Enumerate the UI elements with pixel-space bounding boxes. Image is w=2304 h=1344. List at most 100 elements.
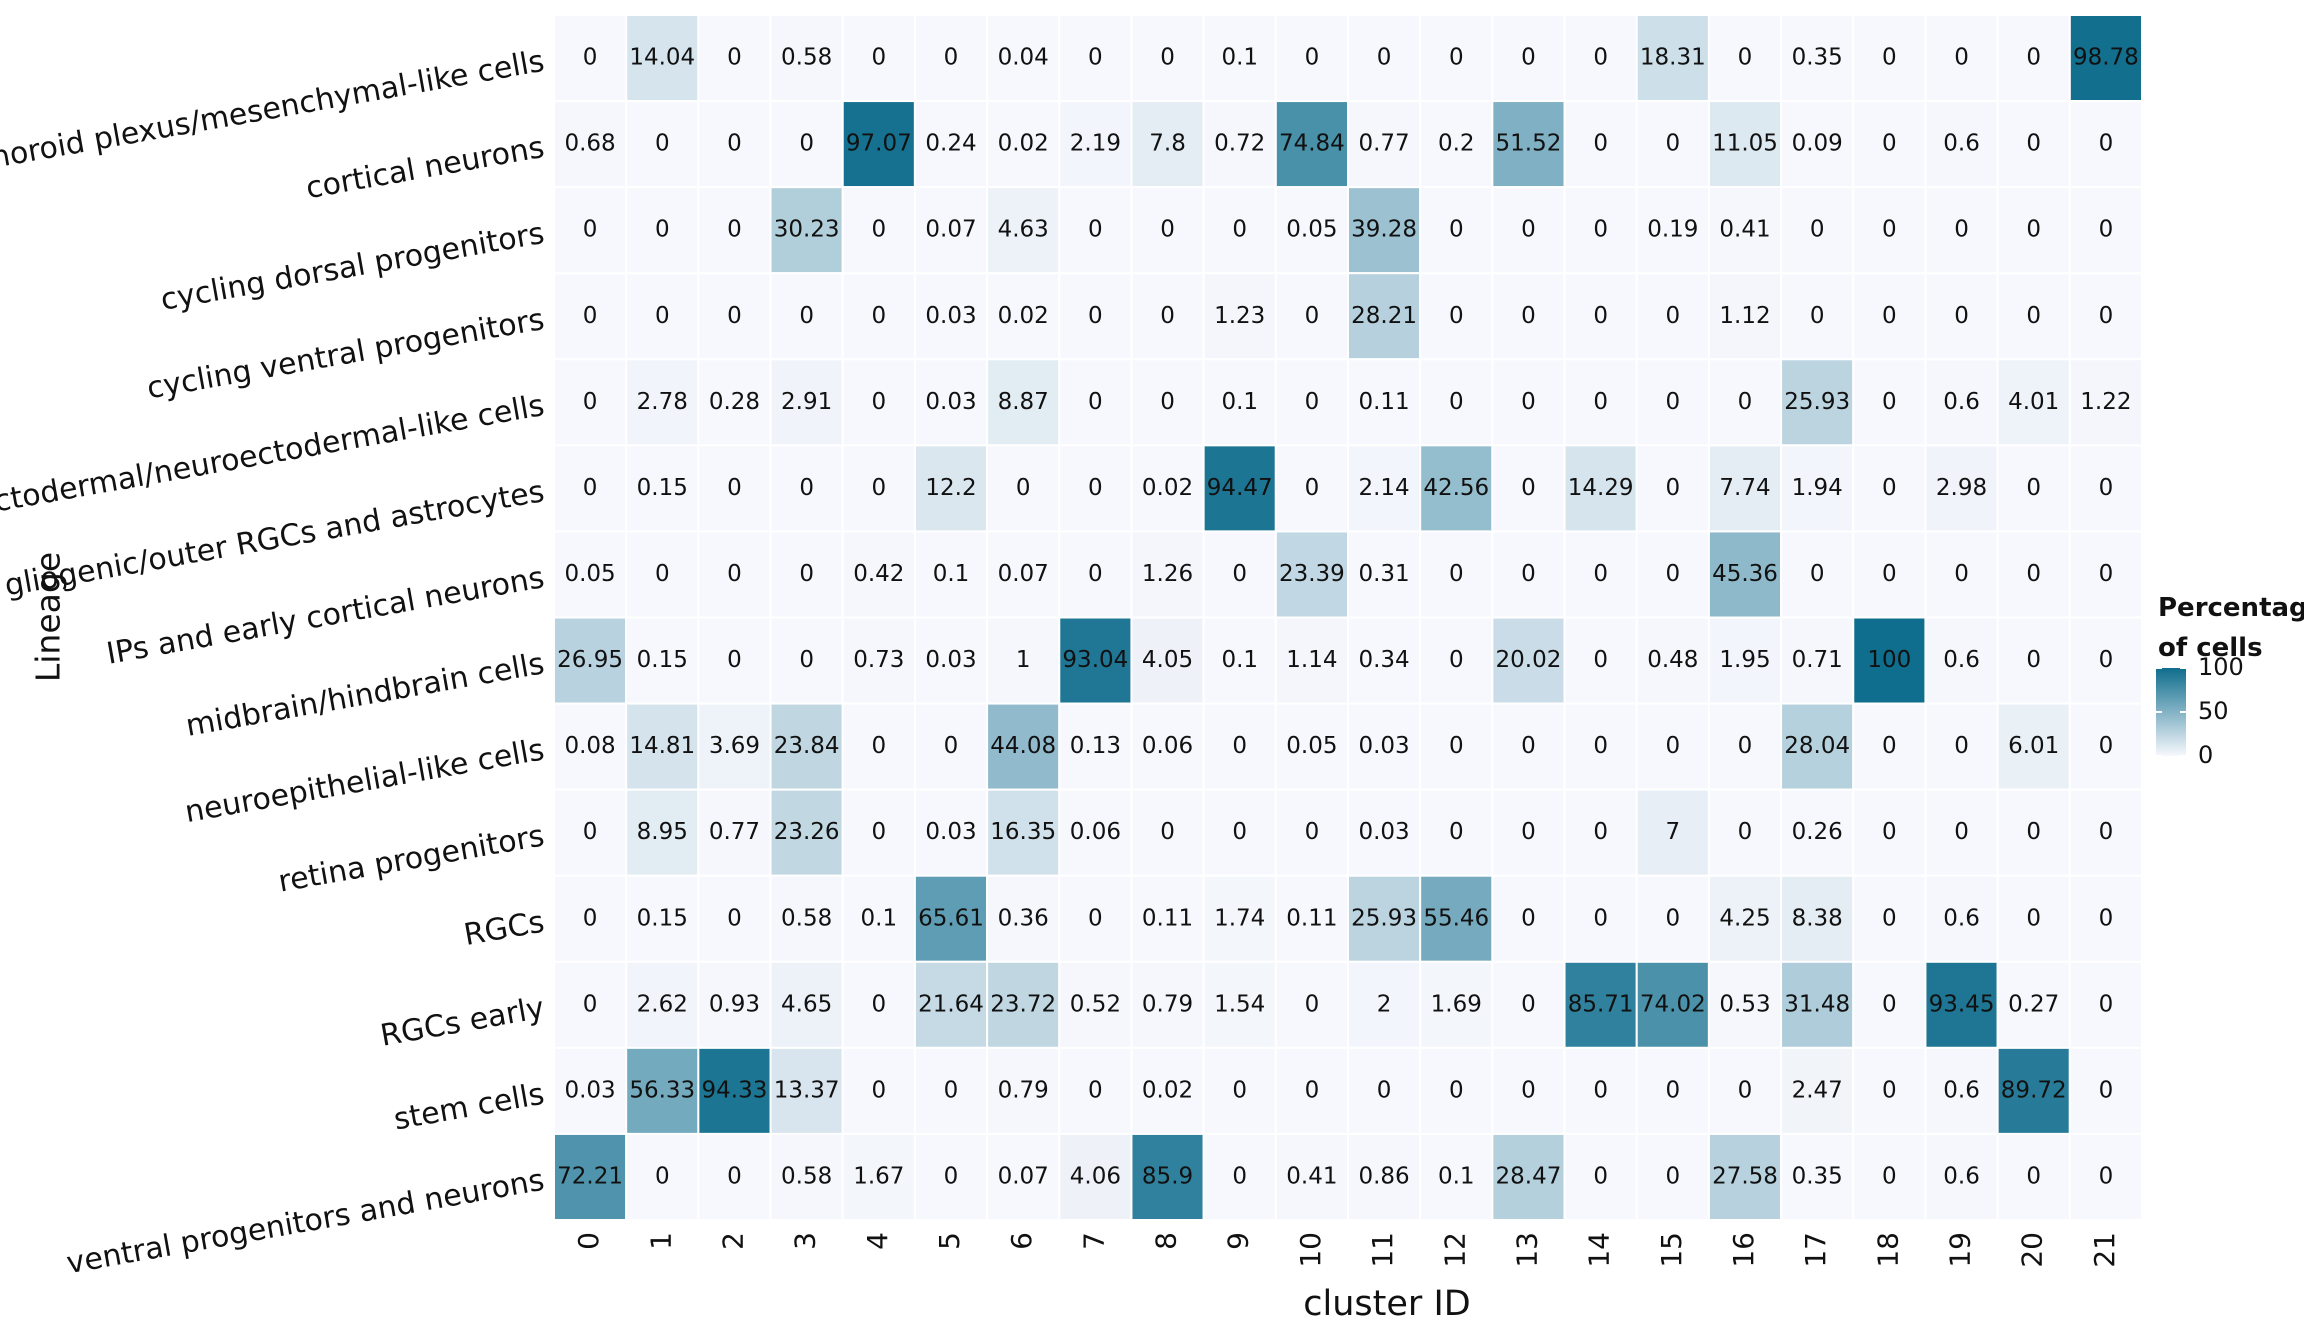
value-label: 0 — [1882, 389, 1897, 415]
heat-cell — [1707, 14, 1783, 103]
value-label: 0.42 — [853, 561, 904, 587]
heat-cell — [1202, 14, 1277, 103]
value-label: 0 — [583, 303, 598, 329]
value-label: 0.1 — [1221, 389, 1258, 415]
heat-cell — [986, 702, 1061, 791]
value-label: 0 — [871, 45, 886, 71]
value-label: 0.1 — [861, 905, 898, 931]
value-label: 0.2 — [1438, 131, 1475, 157]
value-label: 0 — [2026, 475, 2041, 501]
heat-cell — [625, 702, 700, 791]
heat-cell — [2068, 14, 2143, 103]
heat-cell — [1491, 100, 1566, 189]
value-label: 0 — [1810, 561, 1825, 587]
value-label: 0 — [727, 217, 742, 243]
heat-cell — [625, 874, 700, 963]
value-label: 0.58 — [781, 1163, 832, 1189]
value-label: 28.21 — [1351, 303, 1417, 329]
value-label: 0 — [2099, 475, 2114, 501]
heat-cell — [1130, 702, 1205, 791]
value-label: 0 — [1665, 905, 1680, 931]
value-label: 0.1 — [1221, 647, 1258, 673]
value-label: 0 — [2099, 991, 2114, 1017]
value-label: 0.04 — [998, 45, 1049, 71]
heat-cell — [1780, 874, 1855, 963]
value-label: 0 — [1665, 475, 1680, 501]
x-tick-label: 17 — [1799, 1232, 1832, 1268]
y-tick-label: cycling dorsal progenitors — [158, 216, 547, 318]
value-label: 94.33 — [702, 1077, 768, 1103]
value-label: 0.77 — [709, 819, 760, 845]
heat-cell — [1924, 358, 1999, 447]
heat-cell — [1058, 14, 1133, 103]
heat-cell — [841, 1132, 916, 1222]
legend-tick-label: 100 — [2198, 653, 2244, 681]
value-label: 0.03 — [1358, 733, 1409, 759]
value-label: 0.03 — [1358, 819, 1409, 845]
heat-cell — [553, 100, 628, 189]
heat-cell — [697, 358, 772, 447]
heat-cell — [1924, 1132, 1999, 1222]
value-label: 28.04 — [1784, 733, 1850, 759]
value-label: 0 — [1449, 45, 1464, 71]
value-label: 0 — [2099, 1077, 2114, 1103]
value-label: 4.06 — [1070, 1163, 1121, 1189]
heat-cell — [1274, 444, 1350, 533]
value-label: 0 — [2026, 819, 2041, 845]
heat-cell — [1202, 358, 1277, 447]
value-label: 3.69 — [709, 733, 760, 759]
value-label: 0 — [655, 131, 670, 157]
value-label: 0.05 — [564, 561, 615, 587]
value-label: 0 — [2026, 905, 2041, 931]
value-label: 100 — [1867, 647, 1911, 673]
value-label: 0 — [1954, 819, 1969, 845]
value-label: 0 — [1160, 45, 1175, 71]
value-label: 0.15 — [637, 475, 688, 501]
value-label: 0 — [1088, 475, 1103, 501]
x-tick-label: 18 — [1871, 1232, 1904, 1268]
value-label: 0 — [655, 561, 670, 587]
heat-cell — [1563, 1132, 1638, 1222]
heat-cell — [1347, 702, 1422, 791]
value-label: 0 — [1305, 819, 1320, 845]
value-label: 0 — [1882, 819, 1897, 845]
value-label: 0 — [727, 647, 742, 673]
value-label: 12.2 — [925, 475, 976, 501]
value-label: 0 — [1305, 45, 1320, 71]
y-tick-label: cycling ventral progenitors — [144, 302, 547, 406]
heat-cell — [1058, 186, 1133, 275]
heat-cell — [1924, 100, 1999, 189]
heat-cell — [697, 874, 772, 963]
heat-cell — [1419, 358, 1494, 447]
heat-cell — [2068, 1046, 2143, 1135]
value-label: 0.19 — [1647, 217, 1698, 243]
y-tick-label: midbrain/hindbrain cells — [183, 646, 547, 744]
heat-cell — [769, 874, 844, 963]
legend-title: Percentage of cells — [2158, 593, 2304, 663]
x-tick-label: 5 — [933, 1232, 966, 1250]
heat-cell — [1274, 186, 1350, 275]
value-label: 1.94 — [1792, 475, 1843, 501]
value-label: 0 — [1088, 217, 1103, 243]
value-label: 0 — [1449, 733, 1464, 759]
heat-cell — [1058, 960, 1133, 1049]
value-label: 13.37 — [774, 1077, 840, 1103]
heat-cell — [1491, 960, 1566, 1049]
heat-cell — [1563, 358, 1638, 447]
value-label: 0 — [871, 819, 886, 845]
value-label: 0 — [1160, 217, 1175, 243]
value-label: 0 — [1593, 217, 1608, 243]
value-label: 0.03 — [925, 647, 976, 673]
heat-cell — [986, 1046, 1061, 1135]
heat-cell — [769, 358, 844, 447]
heat-cell — [1491, 14, 1566, 103]
heat-cell — [986, 616, 1061, 705]
value-label: 0 — [2099, 217, 2114, 243]
legend-tick-label: 50 — [2198, 697, 2229, 725]
value-label: 2.14 — [1358, 475, 1409, 501]
heat-cell — [986, 186, 1061, 275]
value-label: 0 — [1521, 475, 1536, 501]
value-label: 0 — [1521, 991, 1536, 1017]
value-label: 0 — [1449, 561, 1464, 587]
value-label: 0.35 — [1792, 1163, 1843, 1189]
